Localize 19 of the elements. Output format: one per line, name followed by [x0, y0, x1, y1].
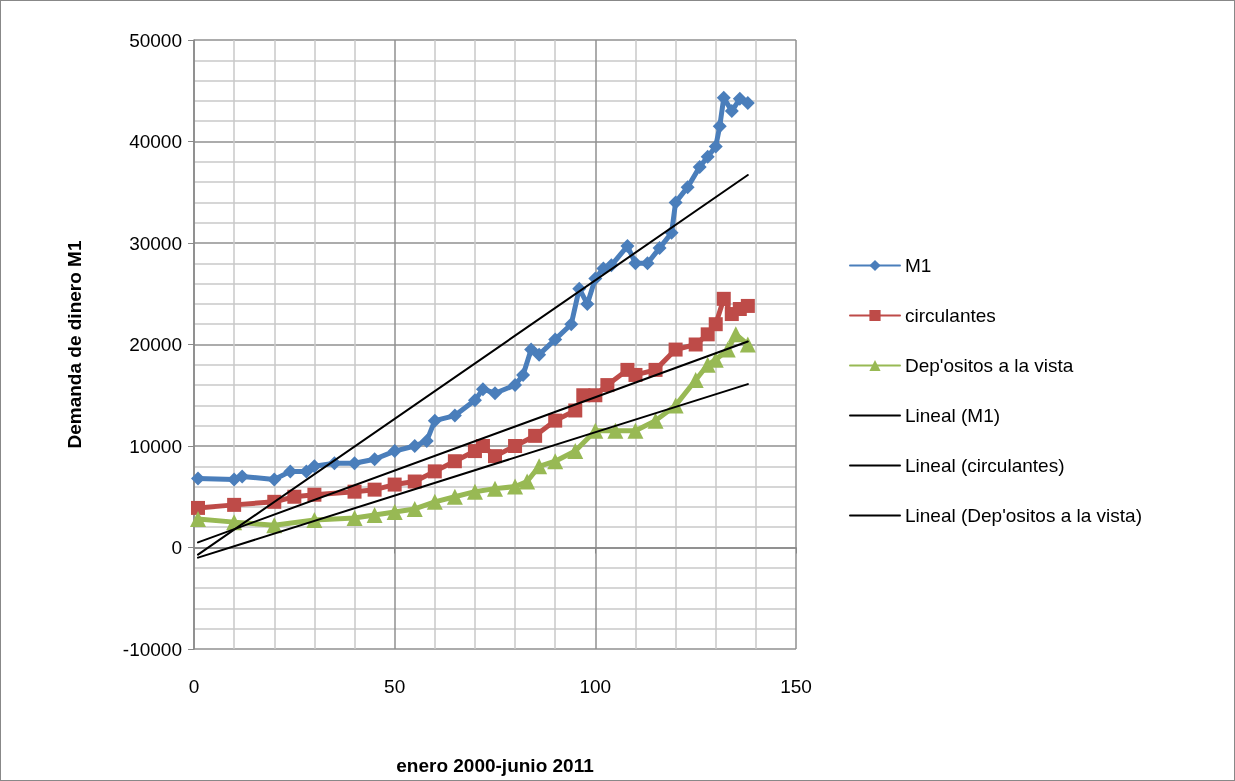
y-tick-label: 30000: [129, 232, 182, 254]
x-tick-label: 100: [579, 676, 612, 697]
y-tick-label: 10000: [129, 435, 182, 457]
y-axis-title: Demanda de dinero M1: [64, 240, 85, 449]
legend-label: Lineal (circulantes): [905, 455, 1065, 476]
y-tick-label: 40000: [129, 131, 182, 152]
legend-label: Lineal (Dep'ositos a la vista): [905, 505, 1143, 526]
x-axis-title: enero 2000-junio 2011: [396, 755, 595, 776]
legend-label: Lineal (M1): [905, 405, 1001, 426]
y-tick-label: 50000: [129, 29, 182, 51]
legend-label: Dep'ositos a la vista: [905, 355, 1074, 376]
y-tick-label: -10000: [122, 638, 182, 660]
x-tick-label: 150: [780, 676, 812, 697]
legend-label: circulantes: [905, 305, 996, 326]
y-tick-label: 0: [171, 537, 182, 558]
x-tick-label: 50: [384, 676, 406, 697]
x-tick-label: 0: [188, 676, 200, 697]
legend-label: M1: [905, 255, 932, 276]
y-tick-label: 20000: [129, 334, 182, 355]
